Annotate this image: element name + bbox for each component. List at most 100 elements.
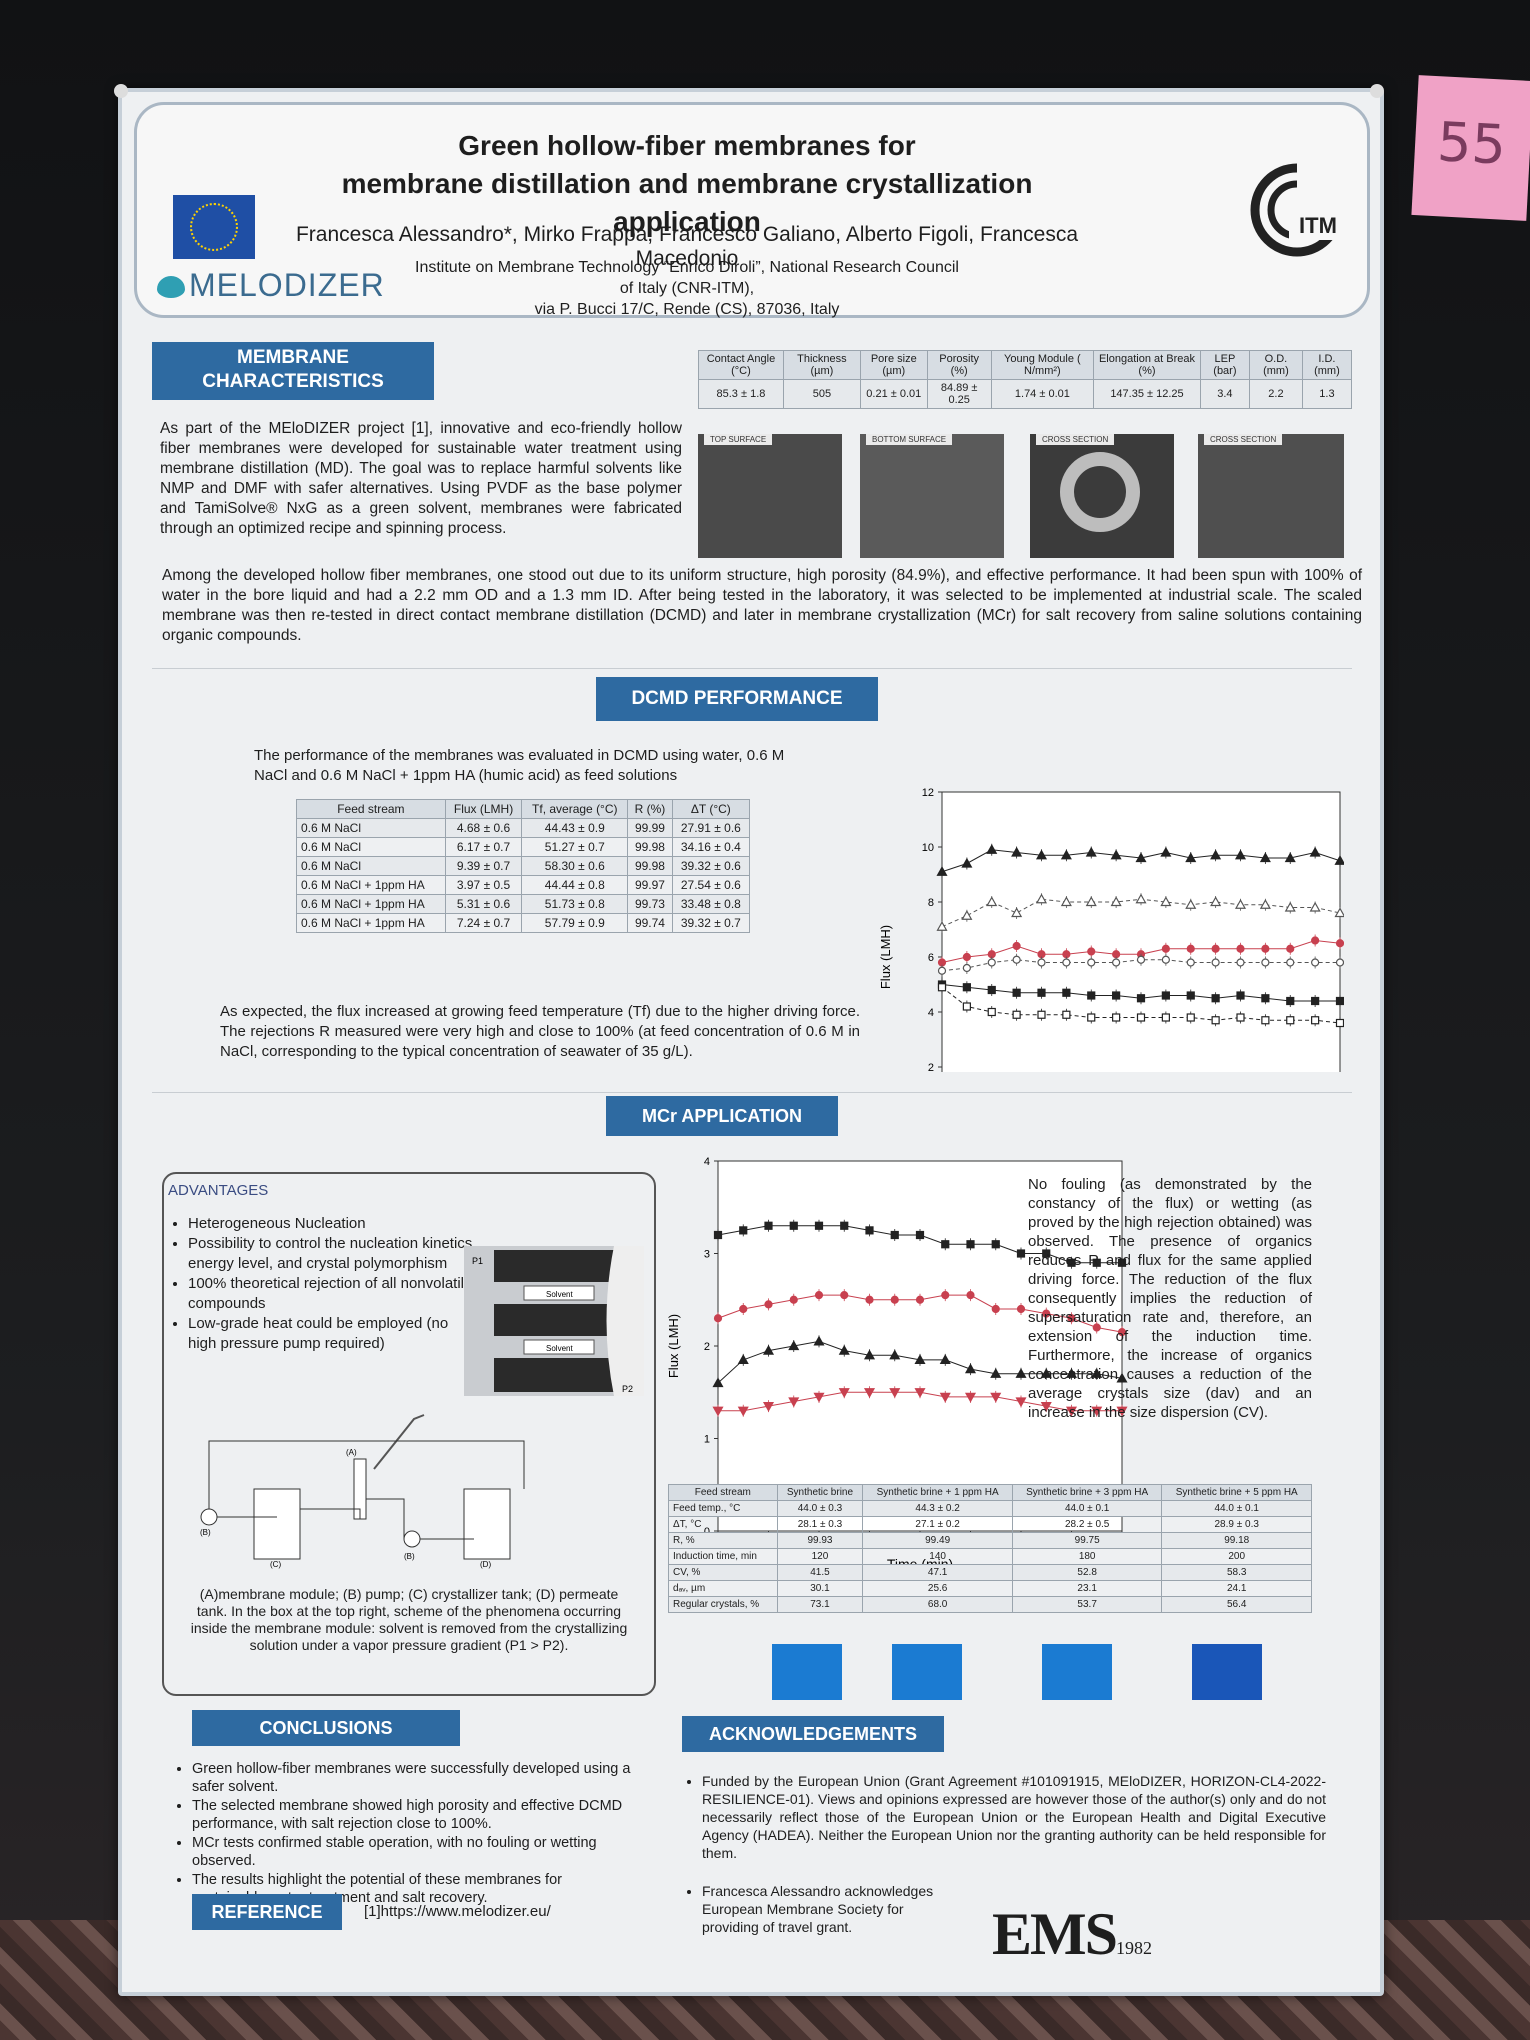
table-header: ΔT (°C) bbox=[671, 799, 751, 819]
table-cell: Regular crystals, % bbox=[668, 1596, 778, 1613]
data-point bbox=[1112, 958, 1121, 967]
mcr-heading: MCr APPLICATION bbox=[606, 1096, 838, 1136]
table-cell: 3.4 bbox=[1199, 379, 1250, 409]
itm-logo: ITM bbox=[1250, 163, 1347, 257]
data-point bbox=[1012, 1010, 1021, 1019]
data-point bbox=[1160, 846, 1172, 857]
table-cell: 99.74 bbox=[627, 913, 673, 933]
data-point bbox=[840, 1221, 849, 1230]
table-header: Tf, average (°C) bbox=[521, 799, 629, 819]
table-cell: 57.79 ± 0.9 bbox=[521, 913, 629, 933]
reference-link[interactable]: [1]https://www.melodizer.eu/ bbox=[364, 1903, 551, 1920]
table-cell: 44.44 ± 0.8 bbox=[521, 875, 629, 895]
eu-flag-logo bbox=[173, 195, 255, 259]
data-point bbox=[987, 985, 996, 995]
table-header: Synthetic brine + 1 ppm HA bbox=[862, 1484, 1013, 1501]
table-cell: 33.48 ± 0.8 bbox=[671, 894, 751, 914]
scheme-label-b: (B) bbox=[200, 1528, 211, 1537]
scheme-label-d: (D) bbox=[480, 1560, 491, 1569]
data-point bbox=[865, 1226, 874, 1235]
table-row: Induction time, min 120 140 180 200 bbox=[668, 1548, 1312, 1565]
crystal-image bbox=[1192, 1644, 1262, 1700]
data-point bbox=[939, 1392, 951, 1403]
data-point bbox=[962, 952, 971, 962]
table-cell: 56.4 bbox=[1161, 1596, 1312, 1613]
series bbox=[937, 953, 1344, 977]
y-tick-label: 4 bbox=[928, 1007, 934, 1019]
data-point bbox=[1110, 896, 1122, 907]
membrane-phenomena-scheme: P1 P2 Solvent Solvent bbox=[464, 1246, 644, 1396]
authors: Francesca Alessandro*, Mirko Frappa, Fra… bbox=[295, 223, 1078, 270]
data-point bbox=[1234, 899, 1247, 909]
data-point bbox=[1309, 901, 1321, 912]
table-cell: 0.6 M NaCl bbox=[296, 818, 446, 838]
data-point bbox=[966, 1291, 975, 1300]
data-point bbox=[1161, 955, 1170, 964]
data-point bbox=[1062, 958, 1071, 967]
ems-logo-text: EMS bbox=[992, 1901, 1118, 1967]
advantage-item: 100% theoretical rejection of all nonvol… bbox=[188, 1274, 478, 1314]
data-point bbox=[1211, 944, 1220, 953]
data-point bbox=[915, 1295, 925, 1304]
data-point bbox=[1160, 896, 1172, 907]
data-point bbox=[991, 1304, 1000, 1314]
crystal-image bbox=[1042, 1644, 1112, 1700]
conclusions-heading: CONCLUSIONS bbox=[192, 1710, 460, 1746]
data-point bbox=[789, 1295, 798, 1304]
table-cell: 84.89 ± 0.25 bbox=[926, 379, 992, 409]
sem-image: CROSS SECTION bbox=[1030, 434, 1174, 558]
data-point bbox=[962, 1002, 971, 1011]
data-point bbox=[1062, 988, 1071, 997]
data-point bbox=[1015, 1368, 1027, 1378]
table-cell: 27.54 ± 0.6 bbox=[671, 875, 751, 895]
data-point bbox=[1236, 944, 1245, 953]
data-point bbox=[1186, 991, 1195, 1000]
dcmd-flux-chart: 4080120160200240280320360024681012Time (… bbox=[878, 787, 1344, 1072]
y-tick-label: 1 bbox=[704, 1434, 710, 1446]
data-point bbox=[941, 1240, 950, 1249]
data-point bbox=[1161, 944, 1170, 953]
data-point bbox=[1035, 849, 1048, 860]
dcmd-results-table: Feed stream Flux (LMH) Tf, average (°C) R (… bbox=[296, 799, 751, 933]
series bbox=[712, 1335, 1128, 1389]
table-cell: 0.6 M NaCl + 1ppm HA bbox=[296, 894, 446, 914]
table-cell: 99.97 bbox=[627, 875, 673, 895]
data-point bbox=[813, 1392, 825, 1403]
data-point bbox=[1116, 1406, 1128, 1417]
table-cell: 4.68 ± 0.6 bbox=[444, 818, 523, 838]
data-point bbox=[1091, 1406, 1103, 1417]
table-row: R, % 99.93 99.49 99.75 99.18 bbox=[668, 1532, 1312, 1549]
table-cell: 58.30 ± 0.6 bbox=[521, 856, 629, 876]
data-point bbox=[1011, 907, 1023, 918]
data-point bbox=[813, 1335, 825, 1346]
table-cell: 73.1 bbox=[776, 1596, 864, 1613]
data-point bbox=[1311, 958, 1320, 967]
data-point bbox=[1186, 944, 1195, 953]
table-header: Synthetic brine + 5 ppm HA bbox=[1161, 1484, 1312, 1501]
sticky-note-number: 55 bbox=[1435, 110, 1508, 177]
scheme-label-solvent: Solvent bbox=[546, 1344, 573, 1353]
data-point bbox=[863, 1349, 876, 1360]
table-cell: Induction time, min bbox=[668, 1548, 778, 1565]
data-point bbox=[1062, 1010, 1071, 1019]
data-point bbox=[1060, 849, 1072, 860]
data-point bbox=[890, 1295, 899, 1304]
data-point bbox=[987, 958, 996, 967]
data-point bbox=[1211, 994, 1220, 1003]
table-cell: 44.0 ± 0.1 bbox=[1161, 1500, 1312, 1517]
table-cell: 44.3 ± 0.2 bbox=[862, 1500, 1013, 1517]
data-point bbox=[1110, 849, 1122, 860]
data-point bbox=[961, 910, 973, 920]
data-point bbox=[1092, 1258, 1101, 1267]
fiber-cross-section bbox=[1060, 452, 1140, 532]
ems-logo: EMS1982 bbox=[992, 1900, 1152, 1969]
data-point bbox=[788, 1397, 800, 1408]
data-point bbox=[838, 1388, 850, 1398]
data-point bbox=[1087, 1013, 1096, 1022]
divider bbox=[152, 1092, 1352, 1093]
drop-icon bbox=[157, 276, 185, 298]
sem-caption: TOP SURFACE bbox=[704, 434, 773, 445]
table-cell: 28.1 ± 0.3 bbox=[776, 1516, 864, 1533]
table-row: 0.6 M NaCl + 1ppm HA 3.97 ± 0.5 44.44 ± 0.… bbox=[296, 875, 751, 895]
ems-logo-year: 1982 bbox=[1116, 1938, 1153, 1958]
